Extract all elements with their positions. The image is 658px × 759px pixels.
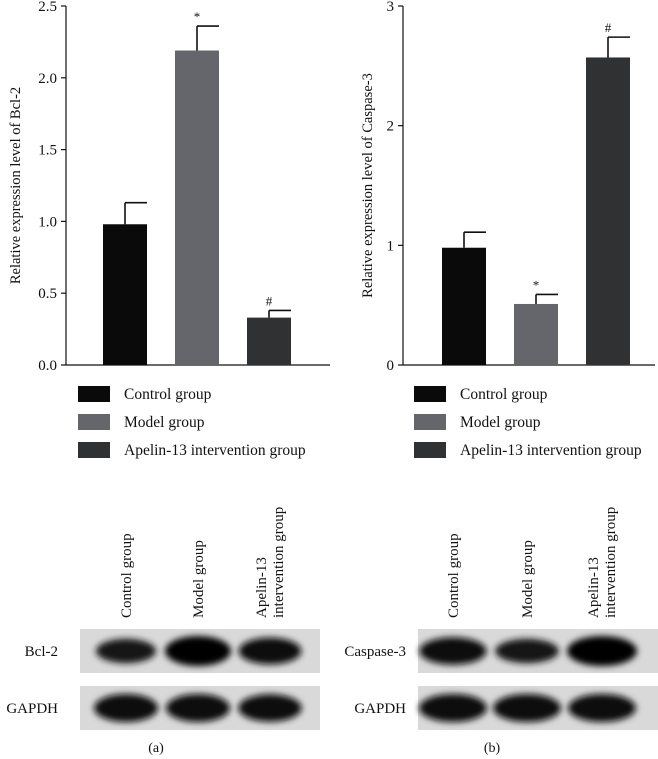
a-band [165,693,231,723]
b-legend-entry: Model group [460,414,541,431]
a-legend-swatch [78,414,110,430]
a-bar [103,224,147,365]
a-ytick-label: 2.0 [38,71,57,87]
b-row-label: GAPDH [354,701,406,717]
a-band [95,638,157,664]
a-lane-label: Apelin-13intervention group [254,507,287,618]
a-significance-mark: * [194,9,201,24]
b-significance-mark: * [533,277,540,292]
b-legend-swatch [414,442,446,458]
a-ytick-label: 1.5 [38,143,57,159]
b-lane-label: Model group [520,540,536,618]
a-bar [247,317,291,365]
b-legend-entry: Control group [460,386,548,403]
b-bar [586,57,630,365]
a-band [238,694,302,722]
a-bar [175,50,219,366]
a-legend-entry: Model group [124,414,205,431]
bar-chart-b: 0 1 2 3 Relative expression level of Caspase… [360,0,655,459]
a-row-label: GAPDH [6,701,58,717]
b-band [419,637,487,665]
a-ytick-label: 2.5 [38,0,57,15]
b-bar [514,303,558,365]
b-row-label: Caspase-3 [344,644,406,660]
b-legend-swatch [414,386,446,402]
b-ytick-label: 3 [387,0,395,15]
b-band [493,693,561,723]
a-lane-label-line: Apelin-13 [254,557,270,618]
b-band [567,636,637,666]
b-band [568,693,636,723]
a-legend-swatch [78,386,110,402]
b-lane-label: Control group [446,533,462,618]
b-significance-mark: # [605,20,612,35]
a-legend-swatch [78,442,110,458]
a-ytick-label: 0.0 [38,358,57,374]
a-panel-label: (a) [148,741,164,756]
b-legend-entry: Apelin-13 intervention group [460,442,642,459]
a-band [93,693,159,723]
b-y-axis-label: Relative expression level of Caspase-3 [360,73,376,298]
a-legend-entry: Control group [124,386,212,403]
western-blot-a: Control group Model group Apelin-13interve… [6,507,320,756]
a-band [238,637,302,665]
a-lane-label-line: intervention group [271,507,287,618]
a-lane-label: Control group [119,533,135,618]
a-legend-entry: Apelin-13 intervention group [124,442,306,459]
b-band [495,638,559,664]
b-ytick-label: 1 [387,238,395,254]
a-row-label: Bcl-2 [25,644,58,660]
b-lane-label-line: Model group [520,540,536,618]
a-lane-label: Model group [191,540,207,618]
b-lane-label-line: Apelin-13 [586,557,602,618]
a-ytick-label: 1.0 [38,214,57,230]
b-panel-label: (b) [484,741,501,756]
a-lane-label-line: Control group [119,533,135,618]
western-blot-b: Control group Model group Apelin-13interve… [344,507,658,756]
b-ytick-label: 0 [387,358,395,374]
b-ytick-label: 2 [387,119,395,135]
b-band [419,693,487,723]
b-lane-label-line: intervention group [603,507,619,618]
b-bar [442,247,486,365]
a-lane-label-line: Model group [191,540,207,618]
a-band [165,636,231,666]
a-y-axis-label: Relative expression level of Bcl-2 [8,87,24,284]
a-significance-mark: # [266,293,273,308]
a-ytick-label: 0.5 [38,286,57,302]
b-lane-label-line: Control group [446,533,462,618]
bar-chart-a: 0.0 0.5 1.0 1.5 2.0 2.5 Relative expression le… [8,0,330,459]
b-legend-swatch [414,414,446,430]
b-lane-label: Apelin-13intervention group [586,507,619,618]
